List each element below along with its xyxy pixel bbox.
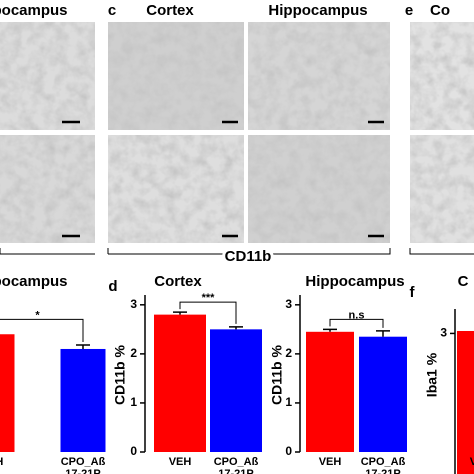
micrograph-texture: [410, 135, 474, 243]
micrograph-texture: [0, 135, 95, 243]
x-tick-label: VEH: [470, 456, 474, 468]
panel-label: e: [405, 2, 413, 19]
y-tick-label: 3: [285, 297, 292, 311]
significance-label: ***: [202, 292, 216, 304]
bar: [210, 329, 262, 452]
y-tick-label: 3: [130, 297, 137, 311]
x-tick-label: VEH: [319, 456, 342, 468]
micrographs: [0, 22, 474, 255]
error-bar: [229, 326, 243, 330]
micrograph-texture: [108, 22, 244, 130]
x-tick-label: CPO_Aß: [214, 456, 259, 468]
y-tick-label: 0: [285, 444, 292, 458]
chart-title: Hippocampus: [305, 273, 404, 290]
panel-label: f: [410, 284, 416, 301]
y-tick-label: 2: [130, 346, 137, 360]
significance-label: n.s: [349, 309, 365, 321]
bar: [457, 330, 474, 474]
significance-label: *: [35, 309, 40, 321]
x-tick-label: VEH: [169, 456, 192, 468]
y-tick-label: 2: [285, 346, 292, 360]
panel-label: d: [108, 278, 117, 295]
stain-label: CD11b: [225, 248, 272, 265]
error-bar: [173, 311, 187, 315]
bar: [0, 334, 15, 452]
y-tick-label: 1: [285, 395, 292, 409]
bar: [154, 314, 206, 452]
stain-bracket: [0, 248, 474, 255]
micrograph-texture: [248, 135, 390, 243]
image-header: Co: [430, 2, 450, 19]
micrograph-texture: [108, 135, 244, 243]
panel-label: c: [108, 2, 116, 19]
micrograph-texture: [248, 22, 390, 130]
y-axis-label: Iba1 %: [424, 352, 440, 397]
y-tick-label: 0: [130, 444, 137, 458]
chart-title: C: [458, 273, 469, 290]
image-header: pocampus: [0, 2, 68, 19]
error-bar: [76, 344, 90, 349]
scale-bars: [62, 120, 384, 238]
x-tick-label: CPO_Aß: [361, 456, 406, 468]
y-tick-label: 3: [440, 326, 447, 340]
chart-title: pocampus: [0, 273, 68, 290]
y-axis-label: CD11b %: [112, 344, 128, 404]
image-header: Cortex: [146, 2, 194, 19]
significance-bracket: [329, 318, 384, 328]
micrograph-texture: [0, 22, 95, 130]
micrograph-texture: [410, 22, 474, 130]
x-tick-label: 17-21P: [65, 468, 100, 474]
y-axis-label: CD11b %: [269, 344, 285, 404]
image-header: Hippocampus: [268, 2, 367, 19]
x-tick-label: VEH: [0, 456, 3, 468]
y-tick-label: 1: [130, 395, 137, 409]
error-bar: [376, 330, 390, 337]
significance-bracket: [0, 318, 84, 343]
bar: [60, 348, 106, 452]
significance-bracket: [179, 301, 237, 324]
chart-title: Cortex: [154, 273, 202, 290]
x-tick-label: CPO_Aß: [61, 456, 106, 468]
bar: [306, 331, 354, 452]
error-bar: [323, 328, 337, 332]
x-tick-label: 17-21P: [365, 468, 400, 474]
x-tick-label: 17-21P: [218, 468, 253, 474]
bar: [359, 336, 407, 452]
